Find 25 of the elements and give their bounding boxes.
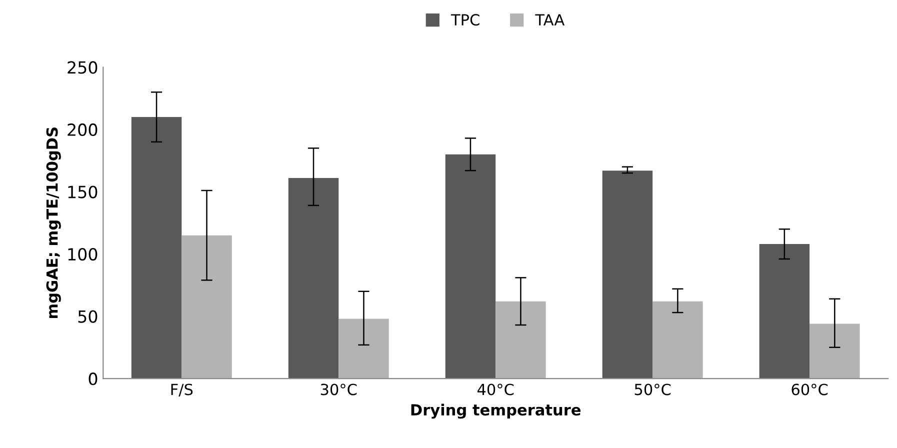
bar (496, 301, 546, 379)
bar (810, 324, 860, 379)
x-tick-label: 60°C (792, 384, 828, 396)
bar (182, 235, 232, 379)
y-tick-label: 50 (78, 310, 98, 323)
bar (288, 178, 339, 379)
legend-label: TAA (535, 14, 565, 26)
bar (445, 154, 496, 379)
y-tick-label: 100 (68, 248, 98, 261)
legend-label: TPC (450, 14, 480, 26)
bar (338, 318, 389, 379)
y-tick-label: 200 (68, 123, 98, 136)
x-tick-label: 30°C (320, 384, 357, 396)
y-tick-label: 150 (68, 186, 98, 198)
x-tick-label: F/S (171, 384, 193, 396)
x-tick-label: 40°C (477, 384, 514, 396)
bar (652, 301, 703, 379)
x-axis-title: Drying temperature (411, 404, 581, 419)
y-axis-title: mgGAE; mgTE/100gDS (46, 128, 61, 318)
x-tick-label: 50°C (634, 384, 671, 396)
bar (131, 117, 182, 379)
bar (759, 244, 810, 379)
y-tick-label: 250 (68, 61, 98, 74)
y-tick-label: 0 (88, 372, 98, 386)
bar (602, 170, 653, 379)
